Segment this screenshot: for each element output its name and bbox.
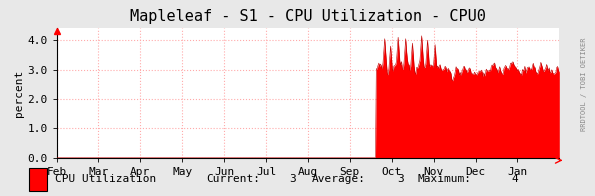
Text: Maximum:: Maximum: (418, 174, 471, 184)
Text: 4: 4 (512, 174, 518, 184)
Bar (29, 168, 48, 191)
Text: 3: 3 (289, 174, 296, 184)
Text: Current:: Current: (206, 174, 260, 184)
Title: Mapleleaf - S1 - CPU Utilization - CPU0: Mapleleaf - S1 - CPU Utilization - CPU0 (130, 9, 486, 24)
Y-axis label: percent: percent (14, 69, 24, 117)
Text: 3: 3 (397, 174, 404, 184)
Text: CPU Utilization: CPU Utilization (55, 174, 156, 184)
Text: Average:: Average: (312, 174, 366, 184)
Text: RRDTOOL / TOBI OETIKER: RRDTOOL / TOBI OETIKER (581, 37, 587, 131)
